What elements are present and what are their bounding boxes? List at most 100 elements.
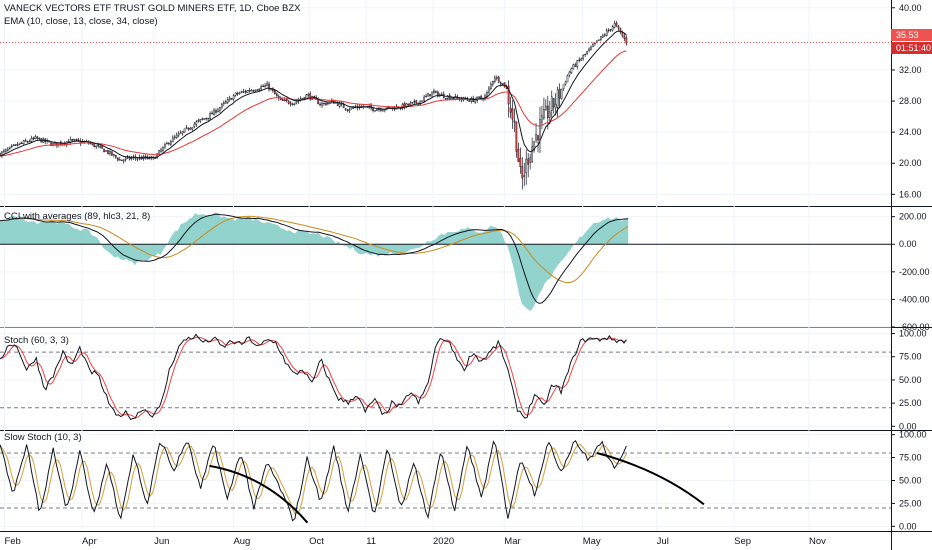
candle-body xyxy=(38,137,41,139)
candle-body xyxy=(238,92,241,95)
candle-body xyxy=(158,150,160,154)
candle-body xyxy=(541,115,543,123)
candle-body xyxy=(95,145,98,148)
candle-body xyxy=(246,90,249,93)
candle-body xyxy=(572,64,575,70)
candle-body xyxy=(232,95,235,100)
candle-body xyxy=(584,53,586,56)
candle-body xyxy=(411,101,414,104)
candle-body xyxy=(10,145,13,148)
candle-body xyxy=(274,89,276,95)
candle-body xyxy=(382,109,384,112)
candle-body xyxy=(32,137,35,140)
candle-body xyxy=(268,83,270,90)
candle-body xyxy=(221,103,223,108)
candle-body xyxy=(260,86,263,90)
slow-stoch-tick-label: 0.00 xyxy=(899,521,917,531)
candle-body xyxy=(590,46,592,50)
candle-body xyxy=(105,150,107,152)
candle-body xyxy=(289,102,292,105)
candle-body xyxy=(523,175,526,177)
cci-average-8-line xyxy=(0,213,629,304)
candle-body xyxy=(472,97,475,103)
candle-body xyxy=(319,103,321,106)
stoch-tick-label: 0.00 xyxy=(899,421,917,431)
candle-body xyxy=(488,87,490,93)
stoch-d-line xyxy=(0,336,627,419)
candle-body xyxy=(444,98,447,100)
candle-body xyxy=(109,151,111,154)
candle-body xyxy=(515,121,518,152)
candle-body xyxy=(189,127,192,130)
candle-body xyxy=(116,157,119,161)
candle-body xyxy=(421,100,424,102)
candle-body xyxy=(419,100,422,105)
stoch-legend: Stoch (60, 3, 3) xyxy=(4,335,69,346)
candle-body xyxy=(601,35,604,38)
candle-body xyxy=(513,120,516,123)
cci-average-21-line xyxy=(0,215,629,284)
candle-body xyxy=(387,106,390,109)
candle-body xyxy=(181,131,184,134)
candle-body xyxy=(490,83,492,89)
candle-body xyxy=(30,137,33,142)
candle-body xyxy=(425,95,427,98)
candle-body xyxy=(122,159,125,162)
candle-body xyxy=(307,94,310,96)
candle-body xyxy=(54,142,56,145)
candle-body xyxy=(493,77,496,82)
candle-body xyxy=(576,60,579,68)
candle-body xyxy=(531,146,533,163)
candle-body xyxy=(0,152,1,157)
candle-body xyxy=(173,136,176,139)
candle-body xyxy=(113,154,115,156)
candle-body xyxy=(283,99,286,102)
candle-body xyxy=(75,139,78,141)
candle-body xyxy=(240,91,243,93)
candle-body xyxy=(103,148,105,153)
candle-body xyxy=(168,142,170,145)
candle-body xyxy=(201,118,204,120)
cci-tick-label: -600.00 xyxy=(899,322,930,332)
candle-body xyxy=(521,166,524,179)
candle-body xyxy=(527,158,530,165)
candle-body xyxy=(205,117,208,120)
candle-body xyxy=(217,109,219,113)
ema-10-line xyxy=(0,30,627,159)
slow-stoch-tick-label: 100.00 xyxy=(899,430,927,440)
candle-body xyxy=(28,140,31,143)
candle-body xyxy=(254,90,257,92)
ema-legend: EMA (10, close, 13, close, 34, close) xyxy=(4,16,158,27)
candle-body xyxy=(211,112,213,115)
candle-body xyxy=(435,91,437,93)
candle-body xyxy=(14,144,17,146)
slow-stoch-k-line xyxy=(0,440,627,522)
price-tick-label: 28.00 xyxy=(899,96,922,106)
candle-body xyxy=(415,100,418,104)
candle-body xyxy=(535,134,537,141)
time-tick-label: Nov xyxy=(809,536,826,547)
candle-body xyxy=(321,103,323,106)
candle-body xyxy=(452,97,455,99)
candle-body xyxy=(193,123,196,127)
candle-body xyxy=(230,98,233,100)
candle-body xyxy=(256,89,259,91)
candle-body xyxy=(507,85,510,105)
candle-body xyxy=(209,113,211,120)
candle-body xyxy=(91,143,94,145)
candle-body xyxy=(287,100,290,104)
candle-body xyxy=(207,117,209,120)
candle-body xyxy=(619,28,622,33)
candle-body xyxy=(26,141,29,143)
candle-body xyxy=(276,93,278,96)
candle-body xyxy=(219,107,221,111)
candle-body xyxy=(348,109,351,112)
candle-body xyxy=(166,142,168,145)
time-tick-label: May xyxy=(583,536,601,547)
candlestick-series xyxy=(0,20,628,190)
candle-body xyxy=(346,109,349,111)
candle-body xyxy=(248,89,251,92)
candle-body xyxy=(605,30,608,36)
candle-body xyxy=(199,119,202,122)
